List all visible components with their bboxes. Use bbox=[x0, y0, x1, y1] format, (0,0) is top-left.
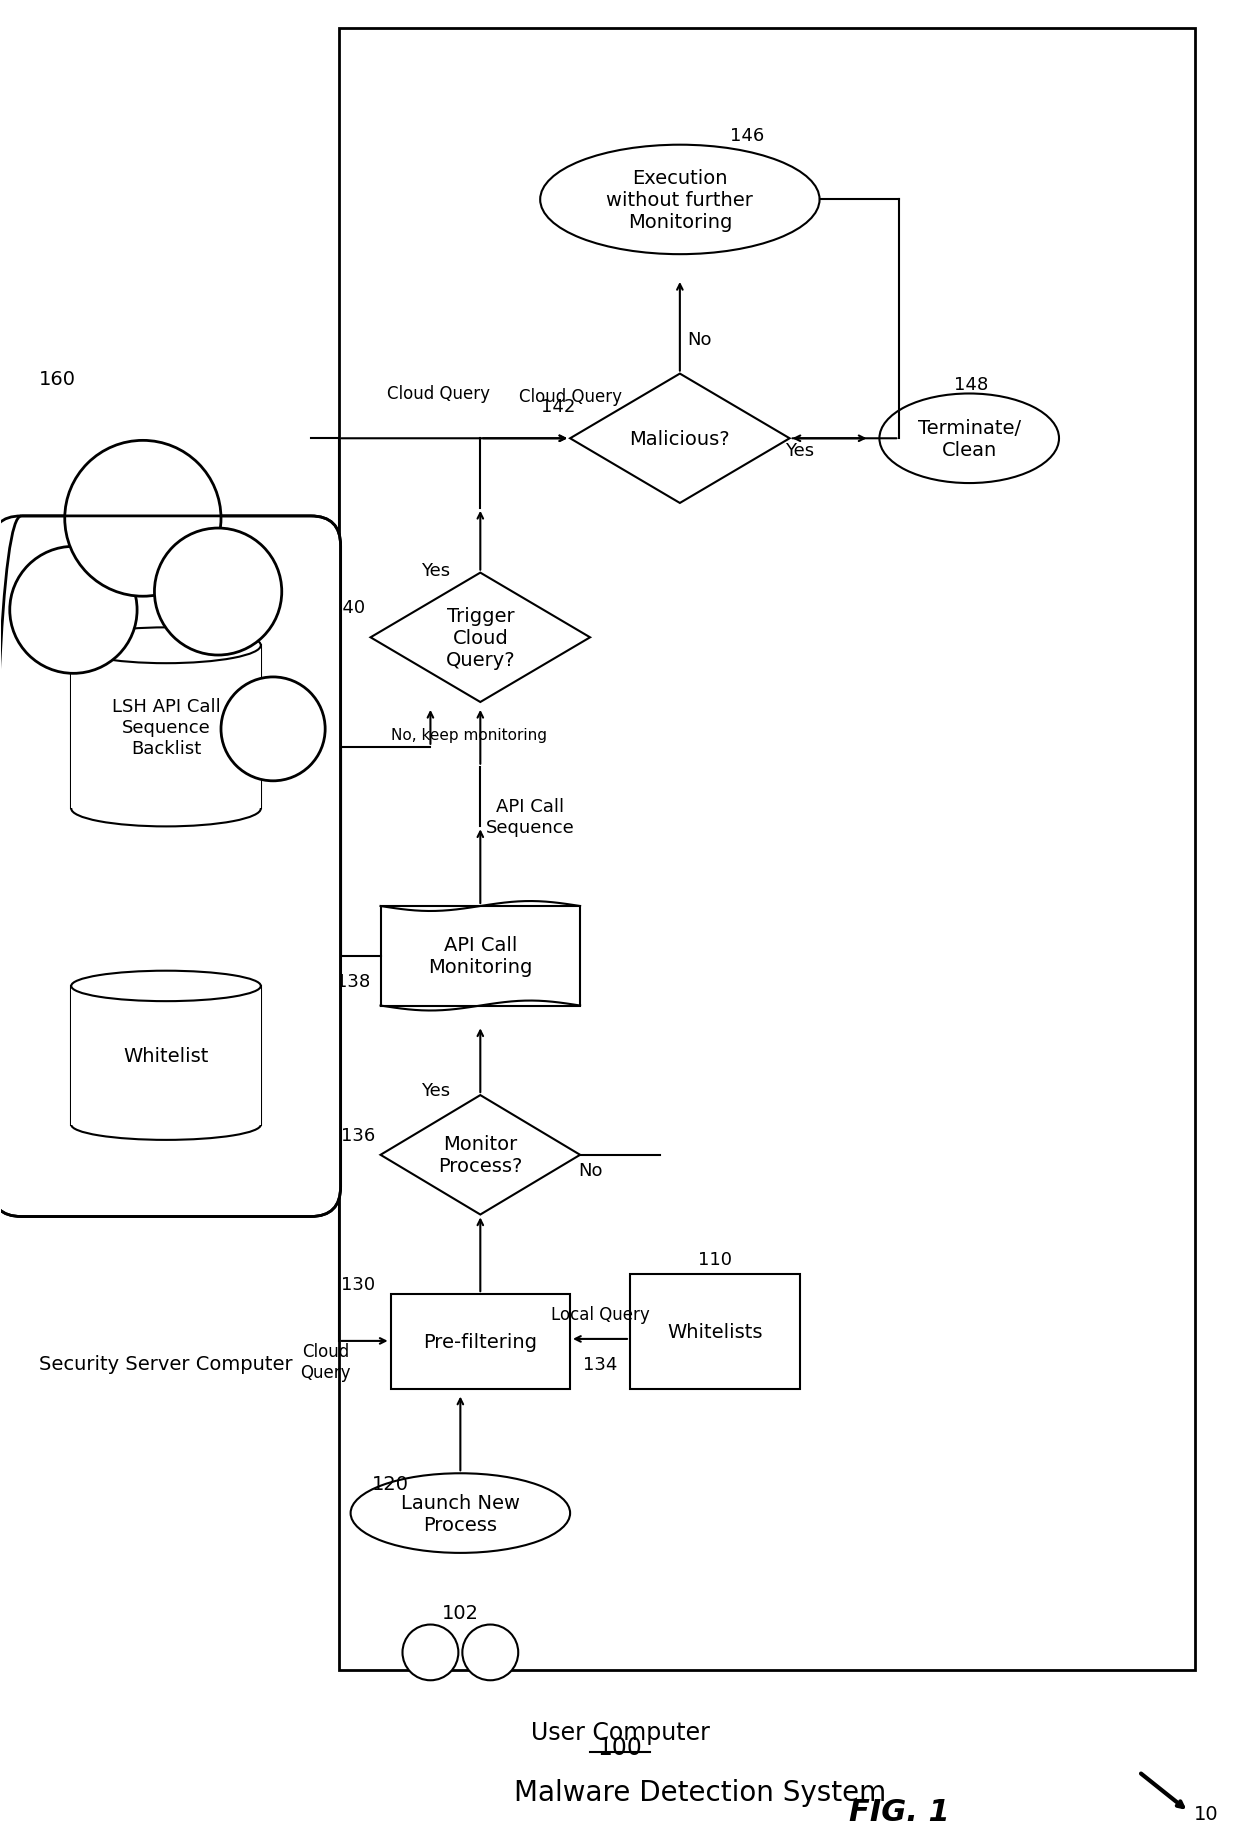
Text: Cloud Query: Cloud Query bbox=[387, 386, 490, 403]
Bar bbox=[630, 1274, 800, 1389]
Ellipse shape bbox=[71, 972, 260, 1001]
Text: Yes: Yes bbox=[422, 1082, 450, 1100]
Text: Whitelists: Whitelists bbox=[667, 1323, 763, 1341]
Text: Security Server Computer: Security Server Computer bbox=[40, 1354, 293, 1374]
Bar bbox=[71, 646, 260, 809]
Text: 136: 136 bbox=[341, 1125, 376, 1144]
Text: 146: 146 bbox=[730, 126, 764, 145]
Text: Cloud Query: Cloud Query bbox=[518, 388, 621, 406]
Text: Malware Detection System: Malware Detection System bbox=[513, 1777, 885, 1806]
Text: 132: 132 bbox=[277, 1186, 311, 1204]
Text: Pre-filtering: Pre-filtering bbox=[423, 1332, 537, 1351]
Text: Fast
Search: Fast Search bbox=[135, 569, 197, 608]
Ellipse shape bbox=[71, 1109, 260, 1140]
FancyBboxPatch shape bbox=[0, 516, 341, 1217]
Text: Monitor
Process?: Monitor Process? bbox=[438, 1135, 522, 1175]
Ellipse shape bbox=[71, 628, 260, 664]
Text: 148: 148 bbox=[955, 375, 988, 393]
Bar bbox=[71, 986, 260, 1125]
Text: 102: 102 bbox=[441, 1603, 479, 1621]
Text: 180: 180 bbox=[15, 748, 50, 767]
Text: API Call
Sequence: API Call Sequence bbox=[486, 798, 574, 836]
Ellipse shape bbox=[541, 146, 820, 254]
Polygon shape bbox=[381, 1096, 580, 1215]
Text: 10: 10 bbox=[1194, 1804, 1219, 1823]
Text: No: No bbox=[687, 331, 712, 348]
Text: Fast
Search: Fast Search bbox=[135, 917, 197, 955]
Text: Whitelist: Whitelist bbox=[123, 1047, 208, 1065]
Polygon shape bbox=[570, 375, 790, 503]
Text: 140: 140 bbox=[331, 598, 366, 617]
Text: User Computer: User Computer bbox=[531, 1720, 709, 1744]
Ellipse shape bbox=[879, 393, 1059, 483]
Bar bbox=[339, 29, 1194, 1671]
Text: Yes: Yes bbox=[785, 443, 815, 459]
Circle shape bbox=[64, 441, 221, 597]
Text: FIG. 1: FIG. 1 bbox=[849, 1797, 950, 1826]
Text: Terminate/
Clean: Terminate/ Clean bbox=[918, 419, 1021, 459]
Text: LSH API Call
Sequence
Backlist: LSH API Call Sequence Backlist bbox=[112, 697, 221, 758]
Text: 170: 170 bbox=[15, 1076, 50, 1094]
Text: 142: 142 bbox=[541, 399, 575, 415]
Text: Execution
without further
Monitoring: Execution without further Monitoring bbox=[606, 168, 754, 232]
Text: Trigger
Cloud
Query?: Trigger Cloud Query? bbox=[445, 606, 515, 670]
Circle shape bbox=[463, 1625, 518, 1680]
Bar bbox=[26, 547, 306, 776]
Text: Yes: Yes bbox=[422, 562, 450, 580]
Text: 144: 144 bbox=[277, 937, 311, 955]
Polygon shape bbox=[371, 573, 590, 703]
Text: 160: 160 bbox=[40, 370, 77, 388]
Circle shape bbox=[221, 677, 325, 781]
Bar bbox=[391, 1294, 570, 1389]
Text: 138: 138 bbox=[336, 972, 371, 990]
Text: 120: 120 bbox=[372, 1473, 409, 1493]
Text: 110: 110 bbox=[698, 1250, 732, 1268]
Text: Malicious?: Malicious? bbox=[630, 430, 730, 448]
Circle shape bbox=[10, 547, 138, 673]
Text: Local Query: Local Query bbox=[551, 1305, 650, 1323]
Ellipse shape bbox=[351, 1473, 570, 1554]
Circle shape bbox=[403, 1625, 459, 1680]
Text: Launch New
Process: Launch New Process bbox=[401, 1493, 520, 1534]
Bar bbox=[381, 906, 580, 1007]
Text: No: No bbox=[578, 1160, 603, 1179]
Text: 100: 100 bbox=[598, 1735, 642, 1759]
Ellipse shape bbox=[71, 791, 260, 827]
Text: 130: 130 bbox=[341, 1276, 376, 1294]
Text: 134: 134 bbox=[583, 1354, 618, 1372]
Text: No, keep monitoring: No, keep monitoring bbox=[391, 728, 547, 743]
Circle shape bbox=[155, 529, 281, 655]
Text: Cloud
Query: Cloud Query bbox=[300, 1343, 351, 1382]
Text: API Call
Monitoring: API Call Monitoring bbox=[428, 935, 532, 977]
